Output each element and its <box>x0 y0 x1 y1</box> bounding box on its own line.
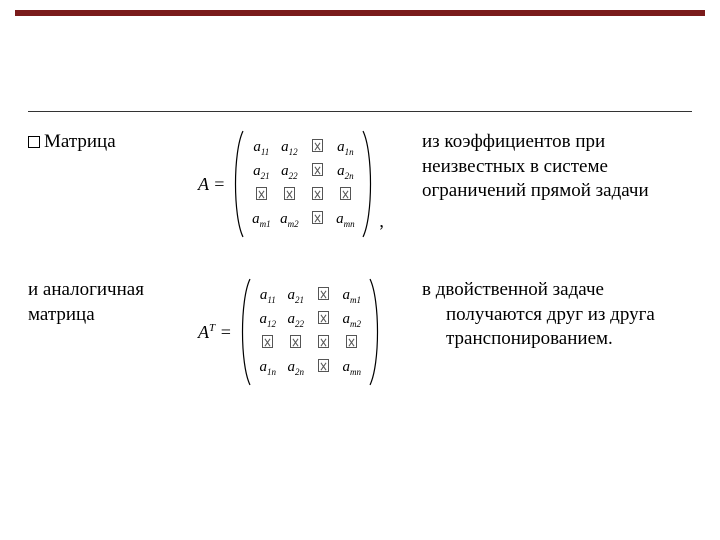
matrix-entry <box>338 332 366 356</box>
row2-right-line1: в двойственной задаче <box>422 278 692 303</box>
matrix-entry <box>310 356 338 380</box>
left-paren-icon <box>238 278 252 386</box>
matrix-entry: a22 <box>282 308 310 332</box>
matrix-entry: am2 <box>275 208 303 232</box>
left-paren-icon <box>231 130 245 238</box>
matrix-entry: am2 <box>338 308 366 332</box>
matrix-entry <box>303 208 331 232</box>
matrix-entry: am1 <box>247 208 275 232</box>
matrix-AT-equation: AT = a11a21 am1 a12a22 am2 a1na2n amn <box>198 278 382 386</box>
row2-right-line2: получаются друг из друга транспонировани… <box>422 303 692 352</box>
row1-left-label: Матрица <box>44 131 116 152</box>
matrix-entry <box>310 332 338 356</box>
matrix-AT-body: a11a21 am1 a12a22 am2 a1na2n amn <box>238 278 382 386</box>
matrix-entry: am1 <box>338 284 366 308</box>
bullet-icon <box>28 136 40 148</box>
row2-left-text: и аналогичная матрица <box>28 278 198 327</box>
matrix-entry: a1n <box>331 136 359 160</box>
matrix-entry: a21 <box>282 284 310 308</box>
matrix-entry: a21 <box>247 160 275 184</box>
right-paren-icon <box>368 278 382 386</box>
matrix-A-equation: A = a11a12 a1n a21a22 a2n am1am2 amn , <box>198 130 384 238</box>
row2-matrix-cell: AT = a11a21 am1 a12a22 am2 a1na2n amn <box>198 278 418 386</box>
matrix-entry <box>310 284 338 308</box>
row-matrix-a: Матрица A = a11a12 a1n a21a22 a2n am1am2 amn … <box>28 130 692 238</box>
row-matrix-at: и аналогичная матрица AT = a11a21am1a12a… <box>28 278 692 386</box>
row1-matrix-cell: A = a11a12 a1n a21a22 a2n am1am2 amn , <box>198 130 418 238</box>
matrix-A-grid: a11a12 a1n a21a22 a2n am1am2 amn <box>245 130 361 238</box>
row2-right-text: в двойственной задаче получаются друг из… <box>418 278 692 352</box>
matrix-entry <box>275 184 303 208</box>
matrix-entry: a11 <box>247 136 275 160</box>
slide-content: Матрица A = a11a12 a1n a21a22 a2n am1am2 amn … <box>0 130 720 386</box>
matrix-A-lhs: A = <box>198 174 225 195</box>
matrix-entry <box>303 160 331 184</box>
matrix-entry <box>331 184 359 208</box>
matrix-entry: a2n <box>282 356 310 380</box>
matrix-entry: a11 <box>254 284 282 308</box>
matrix-entry: amn <box>331 208 359 232</box>
row1-left-text: Матрица <box>28 130 198 155</box>
right-paren-icon <box>361 130 375 238</box>
matrix-entry: a22 <box>275 160 303 184</box>
matrix-entry <box>247 184 275 208</box>
matrix-entry: amn <box>338 356 366 380</box>
matrix-entry <box>303 184 331 208</box>
matrix-entry <box>303 136 331 160</box>
matrix-entry <box>282 332 310 356</box>
matrix-entry: a1n <box>254 356 282 380</box>
matrix-AT-grid: a11a21 am1 a12a22 am2 a1na2n amn <box>252 278 368 386</box>
matrix-entry: a12 <box>275 136 303 160</box>
matrix-entry: a12 <box>254 308 282 332</box>
matrix-entry <box>254 332 282 356</box>
header-rule-area <box>0 0 720 16</box>
matrix-entry: a2n <box>331 160 359 184</box>
row1-right-text: из коэффициентов при неизвестных в систе… <box>418 130 692 204</box>
matrix-A-body: a11a12 a1n a21a22 a2n am1am2 amn <box>231 130 375 238</box>
matrix-entry <box>310 308 338 332</box>
matrix-A-trailing-comma: , <box>379 211 384 238</box>
matrix-AT-lhs: AT = <box>198 322 232 343</box>
